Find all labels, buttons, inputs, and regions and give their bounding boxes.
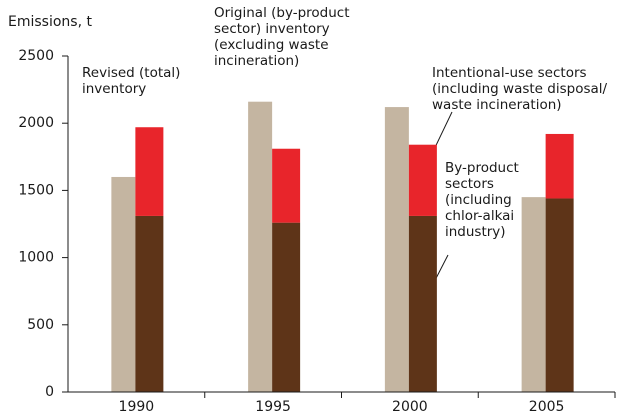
y-axis-label: Emissions, t [8, 14, 92, 30]
bar [384, 107, 409, 393]
bar [111, 176, 136, 392]
annotation: Revised (total) inventory [82, 65, 181, 97]
y-tick-label: 1500 [18, 182, 54, 198]
bar-segment [408, 144, 437, 216]
y-tick-label: 2000 [18, 115, 54, 131]
bar-segment [272, 222, 301, 392]
bar-segment [272, 148, 301, 223]
series-label: By-product sectors (including chlor-alka… [445, 160, 519, 240]
x-tick-label: 1995 [255, 399, 291, 415]
bar-segment [135, 215, 164, 392]
x-tick-label: 1990 [119, 399, 155, 415]
bar-segment [135, 127, 164, 216]
y-tick-label: 500 [27, 317, 54, 333]
y-tick-label: 0 [45, 384, 54, 400]
x-tick-label: 2005 [529, 399, 565, 415]
bar [521, 197, 546, 392]
series-label: Original (by-product sector) inventory (… [214, 5, 350, 69]
bar-segment [545, 198, 574, 392]
y-tick-label: 2500 [18, 48, 54, 64]
series-label: Intentional-use sectors (including waste… [432, 65, 608, 113]
bar-segment [545, 133, 574, 199]
bar-segment [408, 215, 437, 392]
y-tick-label: 1000 [18, 250, 54, 266]
bar [248, 101, 273, 393]
x-tick-label: 2000 [392, 399, 428, 415]
